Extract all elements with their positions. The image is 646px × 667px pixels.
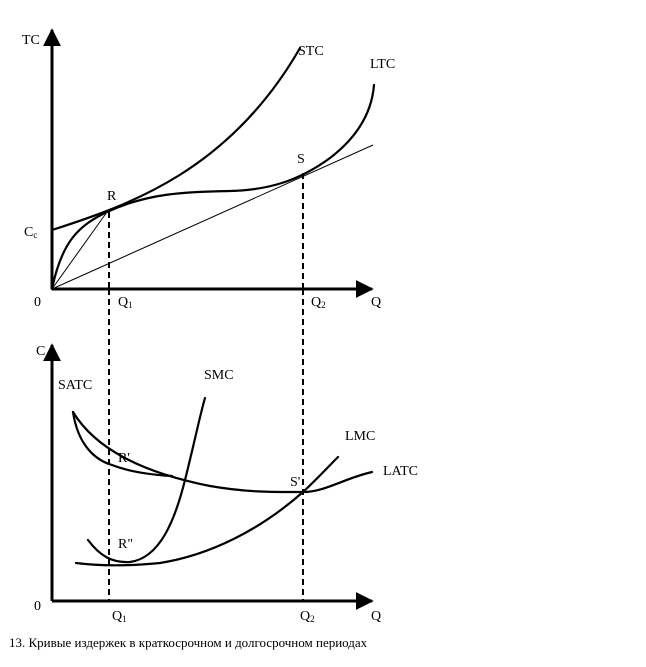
top-origin-label: 0 bbox=[34, 295, 41, 310]
lmc-label: LMC bbox=[345, 429, 375, 444]
ltc-label: LTC bbox=[370, 57, 395, 72]
top-q2-label: Q2 bbox=[311, 295, 326, 310]
ray-origin-s bbox=[51, 144, 374, 290]
point-s-label: S bbox=[297, 152, 305, 167]
point-r-label: R bbox=[107, 189, 117, 204]
smc-curve bbox=[86, 396, 207, 564]
bottom-q1-label: Q1 bbox=[112, 609, 127, 624]
bottom-panel: C Q 0 Q1 Q2 SATC SMC LMC LATC R' R" S' bbox=[34, 289, 418, 624]
figure-caption: 13. Кривые издержек в краткосрочном и до… bbox=[9, 635, 368, 650]
bottom-origin-label: 0 bbox=[34, 599, 41, 614]
bottom-q2-label: Q2 bbox=[300, 609, 315, 624]
fixed-cost-label: Cc bbox=[24, 225, 37, 240]
top-y-axis-label: TC bbox=[22, 33, 40, 48]
stc-curve bbox=[50, 46, 302, 232]
smc-label: SMC bbox=[204, 368, 234, 383]
latc-label: LATC bbox=[383, 464, 418, 479]
satc-label: SATC bbox=[58, 378, 92, 393]
latc-curve bbox=[71, 410, 374, 494]
top-q1-label: Q1 bbox=[118, 295, 133, 310]
satc-curve bbox=[71, 410, 174, 478]
top-panel: TC Q 0 Cc Q1 Q2 STC LTC R S bbox=[22, 28, 395, 310]
ltc-curve bbox=[50, 83, 376, 291]
point-r1-label: R' bbox=[118, 451, 130, 466]
bottom-y-axis-label: C bbox=[36, 344, 45, 359]
stc-label: STC bbox=[298, 44, 324, 59]
bottom-x-axis-label: Q bbox=[371, 609, 381, 624]
lmc-curve bbox=[74, 455, 340, 567]
point-r2-label: R" bbox=[118, 537, 133, 552]
point-s1-label: S' bbox=[290, 475, 300, 490]
chord-origin-r bbox=[51, 211, 108, 290]
top-x-axis-label: Q bbox=[371, 295, 381, 310]
